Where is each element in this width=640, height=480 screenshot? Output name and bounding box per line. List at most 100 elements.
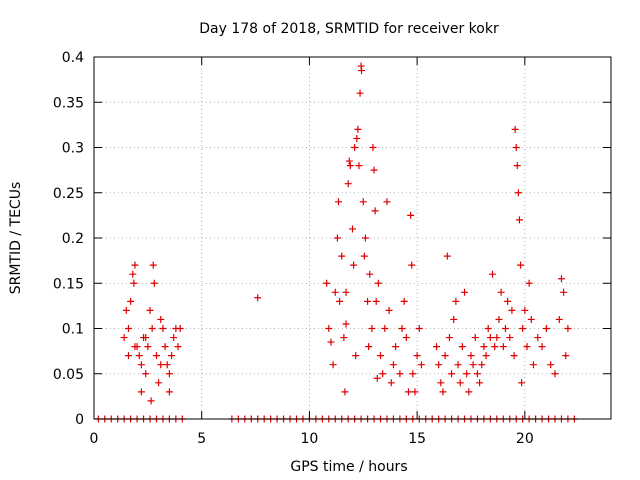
data-point: [493, 334, 501, 342]
data-point: [157, 315, 165, 323]
data-point: [325, 325, 333, 332]
data-point: [491, 343, 499, 351]
data-point: [381, 325, 389, 332]
data-point: [341, 388, 349, 396]
data-point: [372, 297, 380, 305]
data-point: [437, 379, 445, 387]
data-point: [467, 352, 475, 360]
data-point: [336, 297, 344, 305]
data-point: [480, 343, 488, 351]
data-point: [165, 370, 173, 378]
y-tick-label: 0: [75, 412, 84, 428]
data-point: [547, 361, 555, 369]
data-point: [370, 166, 378, 174]
data-point: [476, 379, 484, 387]
x-tick-label: 15: [408, 431, 426, 447]
data-point: [329, 361, 337, 369]
data-point: [344, 180, 352, 188]
data-point: [564, 325, 572, 332]
y-tick-label: 0.2: [62, 231, 84, 247]
data-point: [377, 352, 385, 360]
x-tick-label: 10: [301, 431, 319, 447]
data-point: [445, 334, 453, 342]
data-point: [519, 325, 527, 332]
data-point: [124, 352, 132, 360]
data-point: [478, 361, 486, 369]
data-point: [161, 343, 169, 351]
data-point: [369, 144, 377, 151]
data-point: [415, 325, 423, 332]
data-point: [538, 343, 546, 351]
data-point: [354, 125, 362, 133]
data-point: [366, 270, 374, 278]
data-point: [433, 343, 441, 351]
data-point: [408, 261, 416, 269]
data-point: [360, 252, 368, 260]
data-point: [465, 388, 473, 396]
data-point: [383, 198, 391, 206]
data-point: [529, 361, 537, 369]
data-point: [142, 334, 150, 342]
data-point: [130, 279, 138, 287]
y-tick-label: 0.05: [53, 367, 84, 383]
data-point: [373, 374, 381, 382]
data-point: [512, 144, 520, 151]
data-point: [506, 334, 514, 342]
data-point: [342, 288, 350, 296]
data-point: [469, 361, 477, 369]
data-point: [146, 306, 154, 314]
data-point: [518, 379, 526, 387]
y-tick-label: 0.15: [53, 276, 84, 292]
chart-title: Day 178 of 2018, SRMTID for receiver kok…: [199, 21, 499, 37]
data-point: [448, 370, 456, 378]
data-point: [486, 334, 494, 342]
data-point: [165, 388, 173, 396]
data-point: [342, 320, 350, 328]
data-point: [396, 370, 404, 378]
data-point: [409, 370, 417, 378]
data-point: [129, 270, 137, 278]
data-point: [557, 275, 565, 283]
y-tick-label: 0.25: [53, 186, 84, 202]
data-point: [356, 89, 364, 97]
data-point: [122, 306, 130, 314]
data-point: [152, 352, 160, 360]
data-point: [443, 252, 451, 260]
data-point: [521, 306, 529, 314]
data-point: [405, 388, 413, 396]
data-point: [385, 306, 393, 314]
data-point: [379, 370, 387, 378]
data-point: [473, 370, 481, 378]
data-point: [504, 297, 512, 305]
y-tick-label: 0.3: [62, 141, 84, 157]
data-point: [174, 343, 182, 351]
data-point: [364, 297, 372, 305]
data-point: [463, 370, 471, 378]
data-point: [515, 216, 523, 224]
y-tick-label: 0.1: [62, 322, 84, 338]
data-point: [144, 343, 152, 351]
data-point: [147, 397, 155, 405]
x-tick-label: 0: [90, 431, 99, 447]
data-point: [131, 343, 139, 351]
data-point: [358, 67, 366, 75]
data-point: [439, 388, 447, 396]
data-point: [389, 361, 397, 369]
data-point: [163, 361, 171, 369]
x-axis-label: GPS time / hours: [290, 459, 407, 475]
data-point: [417, 361, 425, 369]
data-point: [168, 352, 176, 360]
data-point: [350, 261, 358, 269]
data-point: [137, 361, 145, 369]
data-point: [120, 334, 128, 342]
data-point: [413, 352, 421, 360]
data-point: [510, 352, 518, 360]
data-point: [461, 288, 469, 296]
data-point: [471, 334, 479, 342]
data-point: [374, 279, 382, 287]
data-point: [346, 162, 354, 170]
data-point: [456, 379, 464, 387]
data-point: [523, 343, 531, 351]
data-point: [450, 315, 458, 323]
data-point: [149, 261, 157, 269]
